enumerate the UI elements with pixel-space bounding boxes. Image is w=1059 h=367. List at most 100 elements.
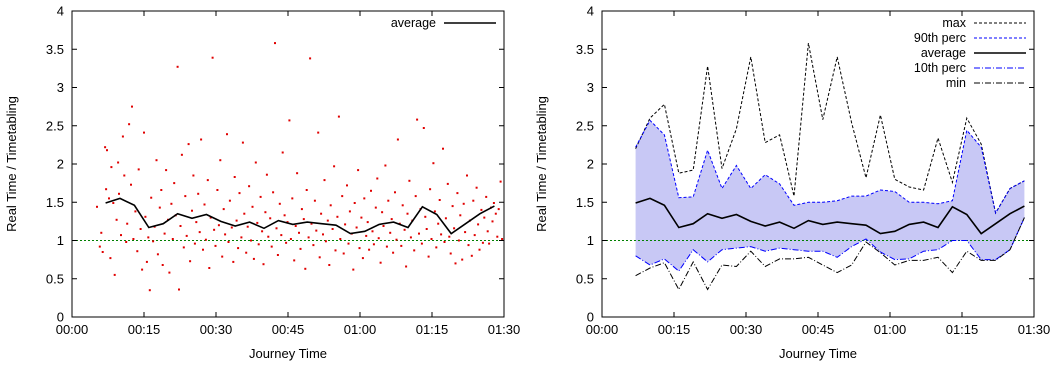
scatter-point: [309, 57, 312, 60]
scatter-point: [374, 206, 377, 209]
scatter-point: [228, 199, 231, 202]
scatter-point: [96, 205, 98, 208]
x-tick-label: 00:45: [272, 322, 305, 337]
scatter-point: [165, 169, 168, 172]
scatter-point: [432, 162, 435, 165]
legend-label: 10th perc: [914, 61, 966, 75]
scatter-point: [197, 192, 200, 195]
y-tick-label: 1.5: [576, 195, 594, 210]
scatter-point: [337, 115, 340, 118]
y-tick-label: 3.5: [576, 42, 594, 57]
scatter-point: [355, 226, 358, 229]
scatter-point: [264, 211, 267, 214]
x-tick-label: 01:30: [488, 322, 521, 337]
right-percentile-chart: 0 0.5 1 1.5 2 2.5 3 3.5 4 00:00 00:15 00:30 00:45 01:…: [534, 4, 1050, 362]
scatter-point: [451, 205, 454, 208]
scatter-point: [161, 264, 164, 266]
legend-label: min: [946, 76, 966, 90]
y-tick-label: 2.5: [576, 118, 594, 133]
y-tick-label: 1.5: [46, 195, 64, 210]
scatter-point: [329, 204, 332, 207]
scatter-point: [346, 184, 348, 187]
scatter-point: [422, 127, 425, 129]
scatter-point: [361, 257, 364, 260]
scatter-point: [381, 211, 384, 214]
scatter-point: [187, 143, 190, 146]
y-axis-label: Real Time / Timetabling: [4, 96, 19, 232]
scatter-point: [134, 210, 137, 213]
scatter-point: [342, 252, 345, 255]
scatter-point: [156, 253, 159, 256]
scatter-point: [131, 105, 133, 108]
scatter-point: [106, 149, 108, 152]
y-axis-label: Real Time / Timetabling: [534, 96, 549, 232]
scatter-point: [213, 228, 216, 231]
scatter-point: [217, 224, 220, 227]
scatter-point: [160, 189, 163, 191]
scatter-point: [483, 216, 486, 219]
scatter-point: [145, 260, 148, 263]
scatter-point: [424, 215, 427, 218]
scatter-point: [416, 118, 419, 121]
scatter-point: [241, 141, 244, 144]
scatter-point: [182, 246, 185, 249]
scatter-point: [109, 257, 112, 260]
scatter-point: [486, 230, 489, 233]
scatter-point: [344, 223, 347, 226]
scatter-point: [414, 195, 417, 198]
scatter-point: [274, 42, 276, 45]
scatter-point: [390, 218, 393, 221]
scatter-point: [302, 218, 305, 221]
scatter-point: [477, 223, 480, 226]
scatter-point: [449, 252, 452, 255]
scatter-point: [420, 242, 423, 245]
y-tick-label: 0: [587, 310, 594, 325]
scatter-point: [429, 188, 432, 191]
scatter-point: [352, 268, 355, 271]
scatter-point: [408, 179, 411, 182]
scatter-point: [442, 147, 444, 150]
scatter-point: [121, 135, 124, 138]
y-tick-label: 0.5: [576, 271, 594, 286]
scatter-point: [470, 254, 473, 257]
scatter-point: [400, 244, 403, 247]
scatter-point: [371, 230, 374, 233]
scatter-point: [464, 231, 467, 234]
scatter-point: [401, 204, 404, 207]
y-tick-label: 0: [57, 310, 64, 325]
scatter-point: [496, 235, 499, 238]
scatter-point: [158, 206, 161, 209]
scatter-point: [126, 222, 129, 225]
scatter-point: [152, 240, 155, 243]
scatter-point: [405, 265, 408, 268]
scatter-point: [336, 215, 339, 218]
scatter-point: [310, 222, 313, 225]
scatter-point: [230, 226, 233, 229]
scatter-point: [110, 166, 113, 169]
legend-label: 90th perc: [914, 31, 966, 45]
scatter-point: [427, 255, 430, 258]
scatter-point: [385, 245, 388, 248]
scatter-point: [368, 248, 371, 251]
scatter-point: [418, 232, 420, 235]
scatter-point: [288, 119, 291, 122]
scatter-point: [224, 233, 227, 236]
scatter-point: [366, 221, 369, 224]
scatter-point: [113, 273, 116, 276]
scatter-point: [494, 212, 497, 215]
scatter-point: [272, 191, 275, 194]
scatter-point: [376, 177, 379, 180]
scatter-point: [248, 185, 251, 188]
x-tick-label: 00:00: [56, 322, 89, 337]
scatter-point: [409, 236, 412, 239]
scatter-point: [305, 189, 308, 191]
scatter-point: [141, 268, 144, 271]
scatter-point: [387, 199, 390, 202]
scatter-point: [216, 189, 219, 191]
plot-frame: [71, 10, 505, 318]
scatter-point: [105, 188, 108, 191]
scatter-point: [269, 217, 272, 220]
scatter-point: [168, 271, 171, 274]
scatter-point: [328, 264, 331, 266]
scatter-point: [104, 146, 107, 149]
